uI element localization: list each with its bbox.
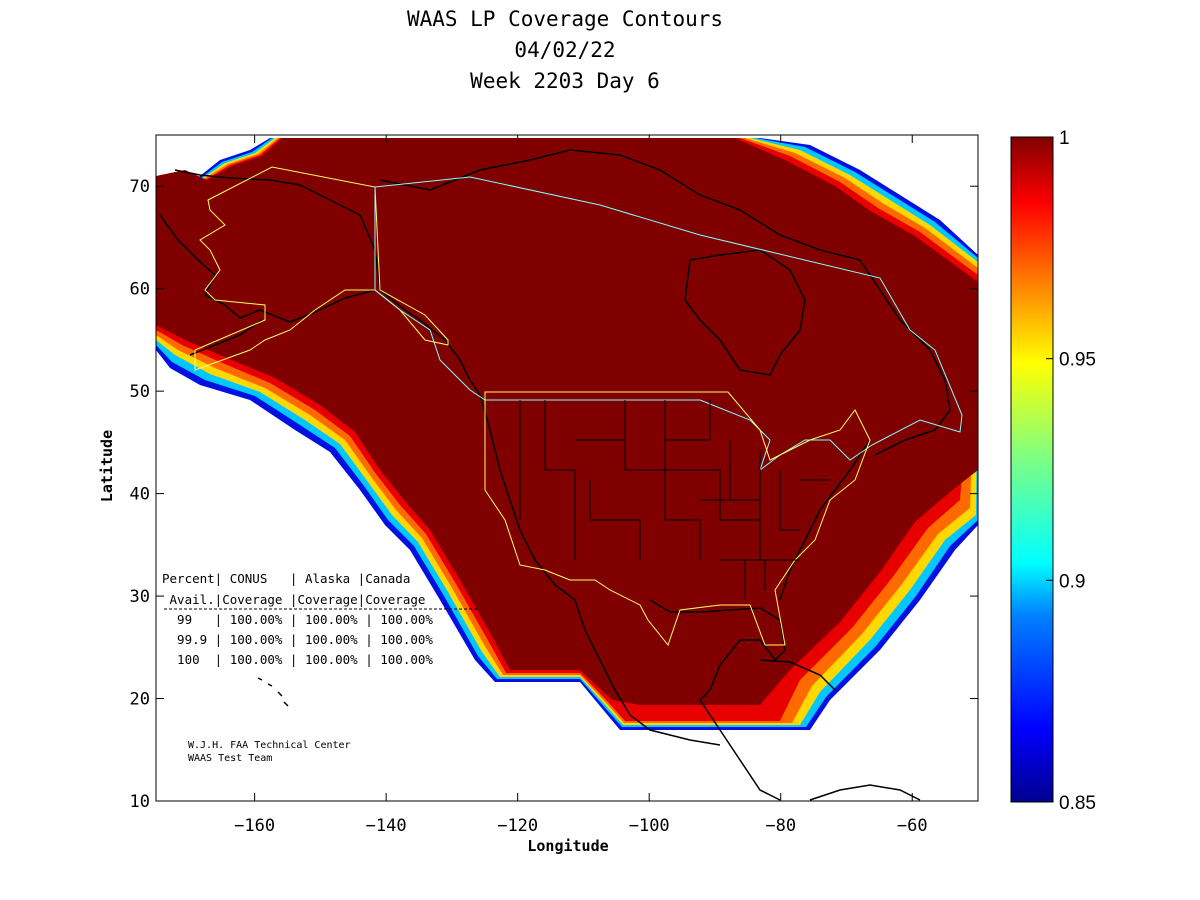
chart-title-line-1: WAAS LP Coverage Contours [407, 7, 723, 31]
canada-region-boundary [374, 176, 963, 472]
chart-title-line-3: Week 2203 Day 6 [470, 69, 660, 93]
colorbar-tick-label: 1 [1059, 128, 1070, 149]
table-row: 99.9 | 100.00% | 100.00% | 100.00% [162, 632, 433, 647]
y-tick-label: 70 [130, 177, 150, 197]
alaska-region-boundary [194, 166, 449, 371]
x-tick-label: −120 [497, 816, 538, 836]
region-boundaries [194, 166, 963, 647]
gulf-coast [649, 599, 786, 701]
labrador-coast [859, 259, 951, 456]
colorbar-tick-label: 0.95 [1059, 350, 1096, 371]
colorbar: 1 0.95 0.9 0.85 [1010, 128, 1096, 814]
table-row: 99 | 100.00% | 100.00% | 100.00% [162, 612, 433, 627]
y-tick-label: 10 [130, 792, 150, 812]
y-tick-label: 50 [130, 382, 150, 402]
map-outlines [159, 149, 951, 801]
plot-area [156, 135, 978, 801]
credit-line-2: WAAS Test Team [188, 753, 272, 764]
x-tick-label: −140 [366, 816, 407, 836]
x-tick-label: −60 [897, 816, 928, 836]
conus-region-boundary [484, 391, 871, 647]
cuba [759, 659, 836, 691]
south-america-north [809, 784, 921, 801]
table-header-1: Percent| CONUS | Alaska |Canada [162, 571, 410, 586]
coverage-contours [156, 138, 978, 730]
y-tick-label: 40 [130, 485, 150, 505]
us-west-coast [479, 394, 576, 601]
table-row: 100 | 100.00% | 100.00% | 100.00% [162, 652, 433, 667]
state-lines-east [729, 440, 830, 600]
central-america [699, 699, 781, 801]
y-tick-label: 30 [130, 587, 150, 607]
y-axis: 10 20 30 40 50 60 70 [130, 177, 978, 812]
state-lines-west [519, 400, 666, 560]
credit-line-1: W.J.H. FAA Technical Center [188, 740, 351, 751]
x-tick-label: −80 [765, 816, 796, 836]
table-header-2: Avail.|Coverage |Coverage|Coverage [162, 592, 425, 607]
coverage-table: Percent| CONUS | Alaska |Canada Avail.|C… [162, 571, 478, 667]
y-tick-label: 60 [130, 280, 150, 300]
canada-arctic-coast [379, 149, 861, 261]
plot-frame [155, 134, 979, 802]
x-tick-label: −100 [629, 816, 670, 836]
colorbar-gradient [1010, 136, 1054, 803]
chart-title-line-2: 04/02/22 [514, 38, 615, 62]
hawaii-islands [257, 677, 289, 707]
y-axis-label: Latitude [98, 430, 116, 502]
contour-band-core [156, 138, 978, 705]
state-borders [519, 400, 830, 600]
y-tick-label: 20 [130, 690, 150, 710]
mexico-west-coast [574, 599, 721, 746]
aleutian-islands [189, 319, 263, 356]
x-tick-label: −160 [234, 816, 275, 836]
x-axis: −160 −140 −120 −100 −80 −60 [234, 135, 928, 836]
colorbar-tick-label: 0.9 [1059, 571, 1085, 592]
colorbar-ticks: 1 0.95 0.9 0.85 [1046, 128, 1096, 814]
alaska-peninsula [159, 214, 376, 323]
us-east-coast [779, 439, 871, 601]
hudson-bay [684, 249, 806, 376]
colorbar-tick-label: 0.85 [1059, 793, 1096, 814]
x-axis-label: Longitude [527, 837, 608, 855]
